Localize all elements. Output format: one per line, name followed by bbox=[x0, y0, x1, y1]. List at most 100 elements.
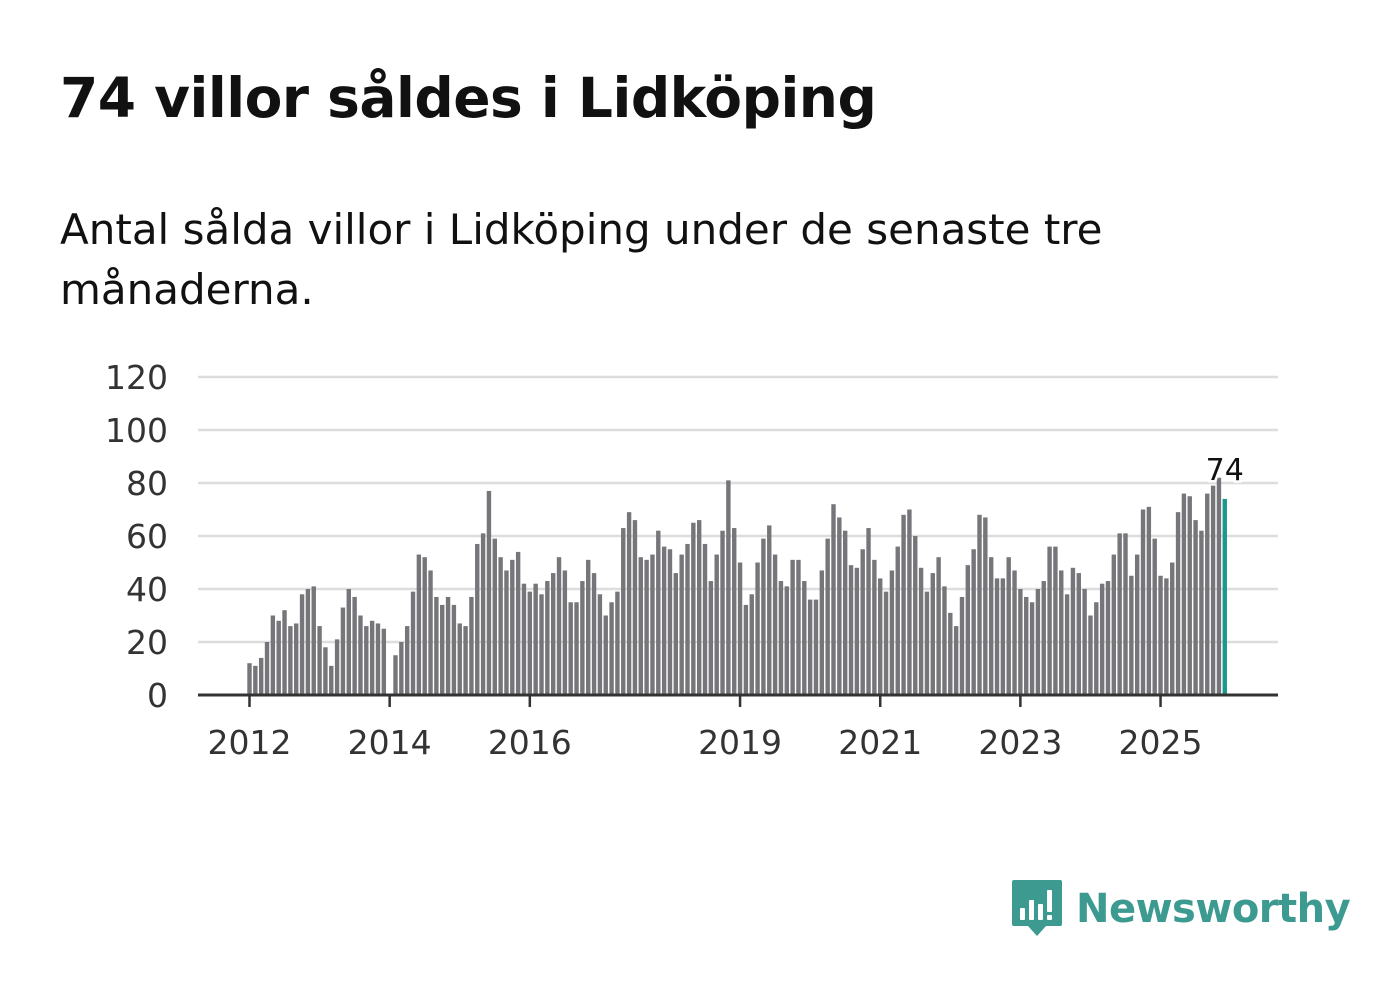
bar bbox=[626, 512, 632, 695]
bar bbox=[1170, 562, 1175, 695]
bar bbox=[580, 581, 585, 695]
bar bbox=[445, 596, 451, 695]
bar bbox=[410, 591, 416, 695]
bar bbox=[656, 530, 661, 695]
bar-highlight bbox=[1222, 498, 1227, 695]
bar bbox=[258, 657, 264, 695]
bar bbox=[393, 655, 398, 695]
bar bbox=[346, 589, 351, 695]
bar bbox=[691, 522, 696, 695]
bar bbox=[305, 589, 311, 695]
bar bbox=[813, 599, 819, 695]
bar bbox=[737, 562, 743, 695]
bar bbox=[1123, 533, 1128, 695]
bar bbox=[603, 615, 608, 695]
bar bbox=[667, 549, 673, 695]
bar bbox=[615, 591, 620, 695]
bar bbox=[732, 528, 737, 695]
bar bbox=[475, 543, 480, 695]
bar bbox=[253, 665, 258, 695]
bar bbox=[1210, 485, 1216, 695]
bar bbox=[883, 591, 889, 695]
bar bbox=[1199, 530, 1204, 695]
bar bbox=[545, 581, 550, 695]
bar bbox=[1024, 596, 1029, 695]
bar bbox=[661, 546, 667, 695]
bar bbox=[1018, 589, 1023, 695]
bar bbox=[761, 538, 766, 695]
bar bbox=[550, 573, 556, 695]
bar bbox=[1152, 538, 1157, 695]
bar bbox=[1000, 578, 1006, 695]
page-title: 74 villor såldes i Lidköping bbox=[60, 66, 877, 130]
bar bbox=[609, 602, 614, 695]
bar bbox=[644, 559, 649, 695]
bar bbox=[685, 543, 690, 695]
bar bbox=[591, 573, 597, 695]
bar bbox=[714, 554, 719, 695]
bar bbox=[994, 578, 1000, 695]
bar bbox=[913, 536, 918, 695]
bar bbox=[1175, 512, 1181, 695]
bar bbox=[317, 626, 322, 695]
bar bbox=[1140, 509, 1146, 695]
bar bbox=[726, 480, 731, 695]
x-tick-label: 2014 bbox=[348, 723, 432, 762]
bar bbox=[510, 559, 515, 695]
bar bbox=[533, 583, 538, 695]
bar bbox=[1076, 573, 1081, 695]
bar bbox=[720, 530, 725, 695]
x-tick-label: 2019 bbox=[698, 723, 782, 762]
bar bbox=[1134, 554, 1140, 695]
bar bbox=[1082, 589, 1087, 695]
x-tick-label: 2021 bbox=[838, 723, 922, 762]
bar bbox=[708, 581, 714, 695]
bar bbox=[790, 559, 795, 695]
bar bbox=[369, 620, 375, 695]
bar bbox=[895, 546, 900, 695]
bar bbox=[778, 581, 784, 695]
bar bbox=[498, 557, 503, 695]
bar bbox=[334, 639, 340, 695]
bar bbox=[568, 602, 573, 695]
bar bbox=[796, 559, 801, 695]
bar bbox=[854, 567, 860, 695]
bar bbox=[755, 562, 760, 695]
bar bbox=[276, 620, 281, 695]
bar bbox=[983, 517, 988, 695]
y-tick-label: 60 bbox=[126, 517, 168, 556]
newsworthy-logo-icon bbox=[1012, 880, 1062, 936]
bar bbox=[299, 594, 305, 695]
y-tick-label: 80 bbox=[126, 464, 168, 503]
bar bbox=[749, 594, 754, 695]
bar bbox=[1070, 567, 1076, 695]
bar bbox=[971, 549, 976, 695]
bar bbox=[959, 596, 965, 695]
bar bbox=[901, 514, 906, 695]
bar bbox=[539, 594, 544, 695]
bar bbox=[381, 628, 387, 695]
bar bbox=[878, 578, 883, 695]
bar bbox=[288, 626, 293, 695]
bar bbox=[1181, 493, 1187, 695]
bar bbox=[889, 570, 895, 695]
bar bbox=[247, 663, 252, 695]
bar bbox=[521, 583, 527, 695]
bar bbox=[463, 626, 468, 695]
bar bbox=[451, 604, 457, 695]
bar bbox=[434, 596, 439, 695]
bar bbox=[1099, 583, 1105, 695]
bar bbox=[1216, 477, 1222, 695]
chart-subtitle: Antal sålda villor i Lidköping under de … bbox=[60, 205, 1103, 314]
bar bbox=[270, 615, 276, 695]
bar bbox=[574, 602, 579, 695]
bar bbox=[965, 565, 971, 695]
bar bbox=[866, 528, 871, 695]
bar bbox=[480, 533, 486, 695]
bar bbox=[1035, 589, 1041, 695]
bar bbox=[1012, 570, 1017, 695]
bar bbox=[486, 490, 492, 695]
bar bbox=[492, 538, 497, 695]
bar bbox=[1006, 557, 1011, 695]
